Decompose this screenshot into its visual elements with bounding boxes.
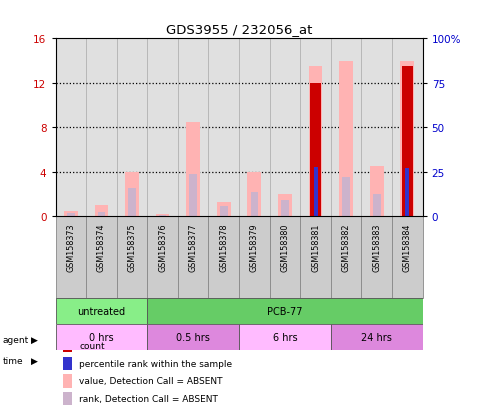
Bar	[147, 324, 239, 350]
Bar	[239, 217, 270, 298]
Bar	[125, 172, 139, 217]
Bar	[239, 324, 331, 350]
Text: GSM158376: GSM158376	[158, 223, 167, 272]
Bar	[67, 214, 75, 217]
Bar	[401, 67, 413, 217]
Bar	[403, 173, 411, 217]
Bar	[310, 83, 321, 217]
Bar	[281, 200, 289, 217]
Bar	[189, 175, 197, 217]
Text: ▶: ▶	[31, 335, 38, 344]
Text: rank, Detection Call = ABSENT: rank, Detection Call = ABSENT	[79, 394, 218, 404]
Bar	[117, 217, 147, 298]
Bar	[56, 324, 147, 350]
Bar	[63, 357, 72, 370]
Bar	[370, 167, 384, 217]
Bar	[159, 215, 167, 217]
Bar	[86, 217, 117, 298]
Bar	[313, 168, 317, 217]
Text: GSM158378: GSM158378	[219, 223, 228, 272]
Bar	[405, 169, 409, 217]
Bar	[339, 62, 353, 217]
Bar	[209, 217, 239, 298]
Bar	[156, 214, 170, 217]
Text: GSM158381: GSM158381	[311, 223, 320, 271]
Bar	[331, 217, 361, 298]
Bar	[312, 175, 319, 217]
Bar	[178, 217, 209, 298]
Bar	[217, 202, 231, 217]
Bar	[300, 217, 331, 298]
Text: agent: agent	[2, 335, 28, 344]
Text: count: count	[79, 341, 105, 350]
Bar	[331, 324, 423, 350]
Bar	[270, 217, 300, 298]
Bar	[309, 67, 323, 217]
Bar	[342, 178, 350, 217]
Text: untreated: untreated	[77, 306, 126, 316]
Bar	[220, 206, 227, 217]
Bar	[98, 212, 105, 217]
Bar	[128, 189, 136, 217]
Bar	[400, 62, 414, 217]
Text: GSM158380: GSM158380	[281, 223, 289, 271]
Bar	[147, 298, 423, 324]
Text: 24 hrs: 24 hrs	[361, 332, 392, 342]
Text: percentile rank within the sample: percentile rank within the sample	[79, 359, 232, 368]
Bar	[95, 206, 108, 217]
Text: GSM158379: GSM158379	[250, 223, 259, 272]
Bar	[147, 217, 178, 298]
Text: GSM158384: GSM158384	[403, 223, 412, 271]
Text: time: time	[2, 356, 23, 365]
Text: 0.5 hrs: 0.5 hrs	[176, 332, 210, 342]
Text: value, Detection Call = ABSENT: value, Detection Call = ABSENT	[79, 377, 223, 386]
Bar	[361, 217, 392, 298]
Text: GSM158373: GSM158373	[66, 223, 75, 272]
Bar	[251, 192, 258, 217]
Bar	[278, 195, 292, 217]
Bar	[56, 217, 86, 298]
Text: 0 hrs: 0 hrs	[89, 332, 114, 342]
Text: GDS3955 / 232056_at: GDS3955 / 232056_at	[166, 23, 313, 36]
Bar	[392, 217, 423, 298]
Text: ▶: ▶	[31, 356, 38, 365]
Bar	[64, 211, 78, 217]
Text: GSM158383: GSM158383	[372, 223, 381, 271]
Bar	[56, 298, 147, 324]
Text: GSM158374: GSM158374	[97, 223, 106, 272]
Bar	[186, 122, 200, 217]
Text: 6 hrs: 6 hrs	[273, 332, 297, 342]
Text: GSM158382: GSM158382	[341, 223, 351, 272]
Bar	[373, 195, 381, 217]
Bar	[247, 172, 261, 217]
Bar	[63, 375, 72, 387]
Text: PCB-77: PCB-77	[267, 306, 303, 316]
Text: GSM158377: GSM158377	[189, 223, 198, 272]
Text: GSM158375: GSM158375	[128, 223, 137, 272]
Bar	[63, 339, 72, 352]
Bar	[63, 392, 72, 405]
